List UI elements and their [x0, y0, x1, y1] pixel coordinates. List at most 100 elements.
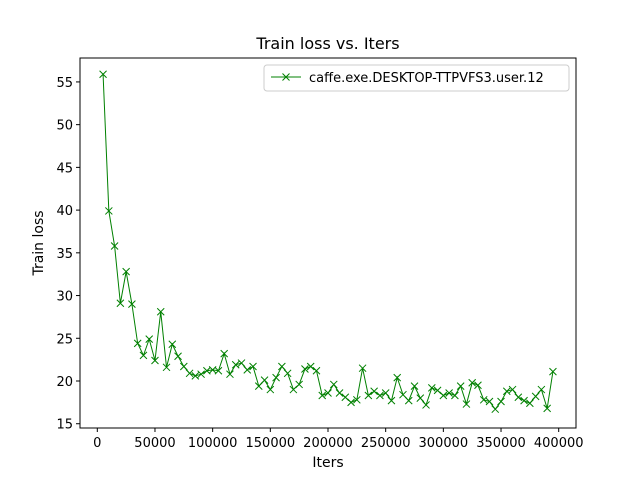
data-point-marker — [249, 362, 257, 371]
data-point-marker — [422, 401, 430, 409]
data-point-marker — [549, 367, 557, 376]
series-layer — [99, 70, 557, 414]
y-tick-label: 45 — [56, 161, 73, 176]
x-tick-label: 50000 — [134, 436, 175, 451]
data-point-marker — [370, 387, 378, 396]
data-point-marker — [266, 385, 275, 394]
data-point-marker — [427, 383, 436, 392]
data-point-marker — [168, 340, 177, 349]
y-tick-label: 15 — [56, 418, 73, 433]
data-point-marker — [185, 369, 194, 378]
data-point-marker — [272, 373, 280, 382]
y-tick-label: 30 — [56, 290, 73, 305]
x-tick-label: 250000 — [361, 436, 411, 451]
data-point-marker — [295, 380, 304, 389]
legend-marker-sample — [282, 73, 290, 81]
data-point-marker — [474, 381, 482, 390]
data-point-marker — [301, 365, 309, 373]
data-point-marker — [306, 362, 315, 371]
x-tick-label: 300000 — [419, 436, 469, 451]
y-tick-label: 25 — [56, 332, 73, 347]
y-tick-label: 35 — [56, 247, 73, 262]
data-point-marker — [104, 207, 113, 215]
data-point-marker — [197, 370, 205, 379]
data-point-marker — [364, 391, 373, 400]
data-point-marker — [404, 396, 413, 405]
data-point-marker — [543, 404, 552, 413]
data-point-marker — [116, 299, 125, 308]
data-point-marker — [335, 389, 344, 397]
x-axis-label: Iters — [312, 455, 343, 471]
data-point-marker — [485, 397, 494, 406]
data-point-marker — [110, 242, 119, 250]
data-point-marker — [122, 267, 130, 276]
chart-title: Train loss vs. Iters — [255, 34, 399, 53]
data-point-marker — [376, 391, 384, 400]
data-point-marker — [508, 385, 517, 394]
x-tick-label: 150000 — [246, 436, 296, 451]
data-point-marker — [451, 391, 459, 400]
data-point-marker — [128, 300, 136, 308]
data-point-marker — [393, 373, 402, 382]
data-point-marker — [145, 335, 154, 343]
data-point-marker — [260, 376, 269, 385]
data-point-marker — [133, 339, 142, 348]
data-point-marker — [416, 394, 425, 402]
x-axis: 0 50000 100000 150000 200000 250000 300000 3500… — [93, 428, 584, 451]
data-point-marker — [324, 389, 332, 397]
data-point-marker — [347, 398, 355, 407]
data-point-marker — [156, 307, 165, 316]
data-point-marker — [520, 396, 528, 405]
x-tick-label: 350000 — [476, 436, 526, 451]
x-tick-label: 200000 — [303, 436, 353, 451]
data-point-marker — [162, 363, 171, 372]
data-point-marker — [312, 366, 321, 375]
data-point-marker — [456, 382, 465, 390]
x-tick-label: 100000 — [188, 436, 238, 451]
data-point-marker — [502, 387, 511, 396]
legend-entry-label: caffe.exe.DESKTOP-TTPVFS3.user.12 — [309, 71, 544, 86]
data-point-marker — [220, 349, 229, 358]
legend-box — [263, 64, 570, 92]
data-point-marker — [99, 70, 107, 79]
data-point-marker — [318, 391, 327, 400]
y-tick-label: 40 — [56, 204, 73, 219]
data-point-marker — [352, 395, 361, 404]
data-point-marker — [381, 389, 390, 397]
x-tick-label: 0 — [93, 436, 101, 451]
data-point-marker — [179, 362, 188, 371]
data-point-marker — [174, 352, 182, 361]
data-point-marker — [468, 378, 477, 387]
data-point-marker — [445, 389, 453, 397]
data-point-marker — [526, 399, 534, 408]
data-point-marker — [479, 395, 488, 404]
data-point-marker — [497, 397, 505, 406]
data-point-marker — [462, 400, 471, 408]
data-point-marker — [399, 390, 407, 399]
data-point-marker — [387, 396, 396, 405]
y-tick-label: 55 — [56, 76, 73, 91]
y-tick-label: 50 — [56, 119, 73, 134]
data-point-marker — [278, 362, 286, 371]
y-tick-label: 20 — [56, 375, 73, 390]
data-point-marker — [537, 385, 546, 394]
data-point-marker — [226, 370, 234, 379]
data-point-marker — [191, 372, 200, 380]
data-point-marker — [243, 366, 252, 374]
data-point-marker — [514, 393, 523, 402]
data-point-marker — [151, 356, 159, 365]
x-tick-label: 400000 — [534, 436, 584, 451]
y-axis: 15 20 25 30 35 40 45 50 55 — [56, 76, 80, 433]
data-point-marker — [231, 360, 240, 369]
y-axis-label: Train loss — [31, 210, 47, 276]
plot-area — [79, 57, 577, 429]
data-point-marker — [439, 391, 448, 400]
data-point-marker — [358, 364, 367, 373]
legend: caffe.exe.DESKTOP-TTPVFS3.user.12 — [263, 64, 570, 92]
data-point-marker — [329, 380, 338, 389]
data-point-marker — [214, 366, 223, 375]
data-point-marker — [283, 369, 292, 378]
data-point-marker — [531, 392, 540, 401]
data-point-marker — [254, 382, 263, 390]
